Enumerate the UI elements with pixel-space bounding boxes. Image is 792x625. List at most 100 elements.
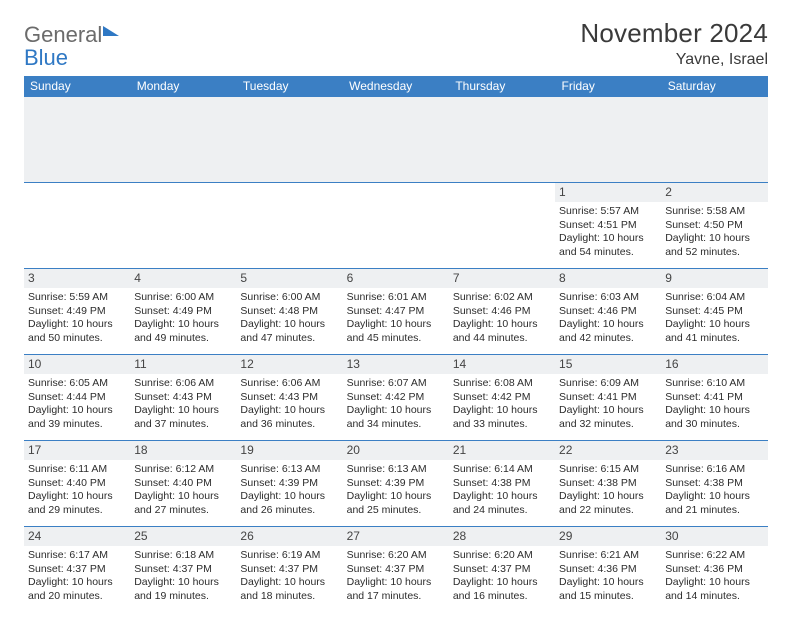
- calendar-cell: 21Sunrise: 6:14 AMSunset: 4:38 PMDayligh…: [449, 441, 555, 527]
- d2-text: and 45 minutes.: [347, 332, 445, 345]
- day-number: 26: [236, 527, 342, 546]
- sunrise-text: Sunrise: 6:15 AM: [559, 463, 657, 476]
- calendar-cell: 27Sunrise: 6:20 AMSunset: 4:37 PMDayligh…: [343, 527, 449, 613]
- calendar-cell: 28Sunrise: 6:20 AMSunset: 4:37 PMDayligh…: [449, 527, 555, 613]
- d1-text: Daylight: 10 hours: [134, 576, 232, 589]
- calendar-cell: 1Sunrise: 5:57 AMSunset: 4:51 PMDaylight…: [555, 183, 661, 269]
- sunrise-text: Sunrise: 6:07 AM: [347, 377, 445, 390]
- calendar-cell: 23Sunrise: 6:16 AMSunset: 4:38 PMDayligh…: [661, 441, 767, 527]
- d2-text: and 47 minutes.: [240, 332, 338, 345]
- sunrise-text: Sunrise: 6:01 AM: [347, 291, 445, 304]
- sunset-text: Sunset: 4:49 PM: [28, 305, 126, 318]
- sunset-text: Sunset: 4:51 PM: [559, 219, 657, 232]
- d2-text: and 49 minutes.: [134, 332, 232, 345]
- calendar-week-row: 17Sunrise: 6:11 AMSunset: 4:40 PMDayligh…: [24, 441, 768, 527]
- d2-text: and 50 minutes.: [28, 332, 126, 345]
- page-header: General Blue November 2024 Yavne, Israel: [24, 18, 768, 70]
- weekday-header: Tuesday: [236, 76, 342, 97]
- day-number: 17: [24, 441, 130, 460]
- calendar-cell: .: [449, 183, 555, 269]
- day-number: 25: [130, 527, 236, 546]
- calendar-page: General Blue November 2024 Yavne, Israel…: [0, 0, 792, 625]
- calendar-week-row: 10 Sunrise: 6:05 AMSunset: 4:44 PM Dayligh…: [24, 355, 768, 441]
- calendar-week-row: .....1Sunrise: 5:57 AMSunset: 4:51 PMDay…: [24, 183, 768, 269]
- calendar-cell: 20Sunrise: 6:13 AMSunset: 4:39 PMDayligh…: [343, 441, 449, 527]
- calendar-cell: 19Sunrise: 6:13 AMSunset: 4:39 PMDayligh…: [236, 441, 342, 527]
- weekday-header: Thursday: [449, 76, 555, 97]
- d1-text: Daylight: 10 hours: [28, 490, 126, 503]
- day-number: 8: [555, 269, 661, 288]
- logo-word-2: Blue: [24, 45, 68, 70]
- calendar-cell: 12Sunrise: 6:06 AMSunset: 4:43 PMDayligh…: [236, 355, 342, 441]
- d1-text: Daylight: 10 hours: [28, 318, 126, 331]
- calendar-cell: 3Sunrise: 5:59 AMSunset: 4:49 PMDaylight…: [24, 269, 130, 355]
- sunset-text: Sunset: 4:38 PM: [559, 477, 657, 490]
- sunrise-text: Sunrise: 6:11 AM: [28, 463, 126, 476]
- sunset-text: Sunset: 4:38 PM: [665, 477, 763, 490]
- d2-text: and 42 minutes.: [559, 332, 657, 345]
- sunset-text: Sunset: 4:36 PM: [559, 563, 657, 576]
- day-number: 13: [343, 355, 449, 374]
- d2-text: and 33 minutes.: [453, 418, 551, 431]
- d1-text: Daylight: 10 hours: [347, 576, 445, 589]
- calendar-table: Sunday Monday Tuesday Wednesday Thursday…: [24, 76, 768, 613]
- d1-text: Daylight: 10 hours: [665, 576, 763, 589]
- d1-text: Daylight: 10 hours: [559, 404, 657, 417]
- day-number: 5: [236, 269, 342, 288]
- d1-text: Daylight: 10 hours: [134, 490, 232, 503]
- calendar-cell: 17 Sunrise: 6:11 AMSunset: 4:40 PMDayligh…: [24, 441, 130, 527]
- day-number: 11: [130, 355, 236, 374]
- day-number: 19: [236, 441, 342, 460]
- d1-text: Daylight: 10 hours: [453, 318, 551, 331]
- calendar-cell: .: [236, 183, 342, 269]
- d2-text: and 18 minutes.: [240, 590, 338, 603]
- calendar-cell: 8Sunrise: 6:03 AMSunset: 4:46 PMDaylight…: [555, 269, 661, 355]
- sunrise-text: Sunrise: 6:19 AM: [240, 549, 338, 562]
- d2-text: and 39 minutes.: [28, 418, 126, 431]
- sunset-text: Sunset: 4:42 PM: [453, 391, 551, 404]
- calendar-head: Sunday Monday Tuesday Wednesday Thursday…: [24, 76, 768, 97]
- sunrise-text: Sunrise: 6:22 AM: [665, 549, 763, 562]
- sunrise-text: Sunrise: 6:09 AM: [559, 377, 657, 390]
- sunset-text: Sunset: 4:37 PM: [134, 563, 232, 576]
- d1-text: Daylight: 10 hours: [559, 232, 657, 245]
- d2-text: and 19 minutes.: [134, 590, 232, 603]
- sunset-text: Sunset: 4:39 PM: [347, 477, 445, 490]
- d2-text: and 54 minutes.: [559, 246, 657, 259]
- sunset-text: Sunset: 4:46 PM: [453, 305, 551, 318]
- sunset-text: Sunset: 4:42 PM: [347, 391, 445, 404]
- weekday-header: Monday: [130, 76, 236, 97]
- sunrise-text: Sunrise: 6:06 AM: [240, 377, 338, 390]
- calendar-cell: 15Sunrise: 6:09 AMSunset: 4:41 PMDayligh…: [555, 355, 661, 441]
- sunset-text: Sunset: 4:41 PM: [665, 391, 763, 404]
- calendar-cell: 29 Sunrise: 6:21 AMSunset: 4:36 PMDayligh…: [555, 527, 661, 613]
- sunset-text: Sunset: 4:40 PM: [28, 477, 126, 490]
- d1-text: Daylight: 10 hours: [559, 576, 657, 589]
- sunrise-text: Sunrise: 6:05 AM: [28, 377, 126, 390]
- day-number: 2: [661, 183, 767, 202]
- day-number: 29: [555, 527, 661, 546]
- sunrise-text: Sunrise: 5:58 AM: [665, 205, 763, 218]
- d2-text: and 52 minutes.: [665, 246, 763, 259]
- sunrise-text: Sunrise: 6:00 AM: [134, 291, 232, 304]
- calendar-cell: 24Sunrise: 6:17 AMSunset: 4:37 PMDayligh…: [24, 527, 130, 613]
- month-title: November 2024: [580, 18, 768, 49]
- day-number: 7: [449, 269, 555, 288]
- sunset-text: Sunset: 4:39 PM: [240, 477, 338, 490]
- sunrise-text: Sunrise: 6:21 AM: [559, 549, 657, 562]
- sunset-text: Sunset: 4:40 PM: [134, 477, 232, 490]
- sunrise-text: Sunrise: 6:00 AM: [240, 291, 338, 304]
- d1-text: Daylight: 10 hours: [665, 232, 763, 245]
- calendar-cell: 7Sunrise: 6:02 AMSunset: 4:46 PMDaylight…: [449, 269, 555, 355]
- day-number: 10: [24, 355, 130, 374]
- sunset-text: Sunset: 4:36 PM: [665, 563, 763, 576]
- logo-word-1: General: [24, 22, 102, 47]
- sunset-text: Sunset: 4:37 PM: [453, 563, 551, 576]
- sunset-text: Sunset: 4:44 PM: [28, 391, 126, 404]
- d2-text: and 32 minutes.: [559, 418, 657, 431]
- calendar-cell: 11Sunrise: 6:06 AMSunset: 4:43 PMDayligh…: [130, 355, 236, 441]
- calendar-cell: 16Sunrise: 6:10 AMSunset: 4:41 PMDayligh…: [661, 355, 767, 441]
- title-block: November 2024 Yavne, Israel: [580, 18, 768, 69]
- sunset-text: Sunset: 4:43 PM: [240, 391, 338, 404]
- day-number: 21: [449, 441, 555, 460]
